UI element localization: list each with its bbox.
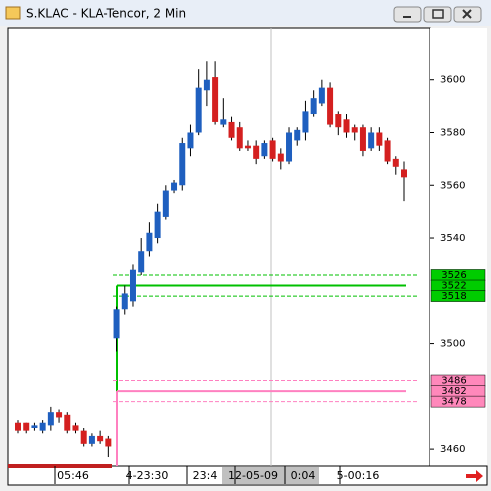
x-tick-label: 12-05-09 (228, 469, 278, 482)
candle-body (23, 422, 30, 431)
x-tick-label: 23:4 (193, 469, 218, 482)
candle-body (203, 79, 210, 91)
minimize-button[interactable] (393, 6, 422, 23)
candle-body (72, 425, 79, 431)
maximize-button[interactable] (423, 6, 452, 23)
candle-body (212, 77, 219, 122)
candle-body (171, 182, 178, 191)
candle-body (368, 132, 375, 149)
candle-body (253, 145, 260, 159)
candle-body (105, 438, 112, 447)
candle-body (318, 87, 325, 104)
y-tick-label: 3460 (440, 444, 465, 455)
scroll-arrow[interactable] (466, 470, 483, 482)
y-tick-label: 3500 (440, 339, 465, 350)
candle-body (15, 422, 21, 431)
window-icon (5, 6, 21, 20)
level-label: 3486 (441, 376, 466, 387)
candle-body (286, 132, 293, 162)
level-label: 3482 (441, 386, 466, 397)
x-tick-label: 4-23:30 (126, 469, 169, 482)
x-tick-label: 0:04 (291, 469, 316, 482)
candle-body (327, 87, 334, 125)
x-tick-label: 5-00:16 (337, 469, 380, 482)
candle-body (146, 232, 153, 252)
x-tick-label: 05:46 (57, 469, 89, 482)
candle-body (121, 293, 128, 310)
candle-body (277, 153, 284, 162)
candle-body (220, 119, 227, 125)
level-label: 3478 (441, 397, 466, 408)
candle-body (261, 143, 268, 157)
level-label: 3518 (441, 291, 466, 302)
session-bar (8, 464, 112, 468)
maximize-icon (432, 9, 444, 19)
candle-body (129, 269, 136, 302)
candle-body (359, 127, 366, 151)
candle-body (154, 211, 161, 239)
y-tick-label: 3600 (440, 75, 465, 86)
candle-body (310, 98, 317, 115)
candle-body (392, 158, 399, 167)
candle-body (88, 435, 95, 444)
candle-body (195, 87, 202, 133)
candle-body (97, 435, 104, 442)
candle-body (384, 140, 391, 162)
candle-body (351, 127, 358, 133)
crosshair-label-bg (222, 467, 319, 484)
candle-body (179, 143, 186, 186)
candle-body (187, 132, 194, 149)
candle-body (376, 132, 383, 146)
candle-body (343, 119, 350, 133)
candle-body (228, 121, 235, 138)
level-label: 3526 (441, 270, 466, 281)
candle-body (294, 129, 301, 141)
window-title: S.KLAC - KLA-Tencor, 2 Min (26, 7, 186, 21)
candle-body (31, 425, 38, 429)
candle-body (244, 145, 251, 149)
candle-body (56, 412, 63, 418)
candle-body (302, 111, 309, 133)
plot: 3460 3500 3540 3560 3580 3600 05:46 4-23:30 23:4… (15, 61, 486, 484)
candle-body (80, 430, 87, 444)
candle-body (335, 114, 342, 128)
candle-body (113, 309, 120, 339)
candle-body (138, 251, 145, 273)
y-tick-label: 3540 (440, 233, 465, 244)
level-label: 3522 (441, 281, 466, 292)
candle-body (47, 412, 54, 426)
candle-body (39, 422, 46, 431)
close-icon (462, 9, 472, 19)
y-tick-label: 3560 (440, 180, 465, 191)
candle-body (162, 190, 169, 217)
candle-body (401, 169, 407, 178)
candle-body (64, 414, 71, 431)
candle-body (269, 140, 276, 159)
candle-body (236, 127, 243, 149)
level-box (430, 290, 486, 302)
plot-area (7, 27, 431, 467)
window-buttons[interactable] (393, 6, 482, 23)
y-tick-label: 3580 (440, 127, 465, 138)
level-box (430, 395, 486, 408)
